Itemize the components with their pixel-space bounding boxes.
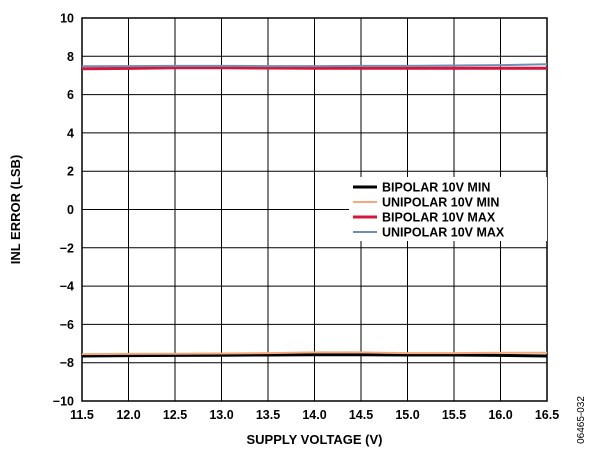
x-tick-labels: 11.5 12.0 12.5 13.0 13.5 14.0 14.5 15.0 15.5 16.0… <box>70 408 559 422</box>
y-tick-label: −6 <box>60 318 74 332</box>
x-tick-label: 16.0 <box>488 408 512 422</box>
x-tick-label: 16.5 <box>535 408 559 422</box>
y-tick-label: 6 <box>67 88 74 102</box>
y-tick-label: 8 <box>67 50 74 64</box>
x-axis-title: SUPPLY VOLTAGE (V) <box>246 432 382 447</box>
y-tick-labels: −10 −8 −6 −4 −2 0 2 4 6 8 10 <box>53 12 74 409</box>
x-tick-label: 15.0 <box>395 408 419 422</box>
y-tick-label: −4 <box>60 280 74 294</box>
x-tick-label: 12.0 <box>116 408 140 422</box>
x-tick-label: 14.5 <box>349 408 373 422</box>
y-tick-label: 0 <box>67 203 74 217</box>
legend-label-3: UNIPOLAR 10V MAX <box>382 226 505 240</box>
y-axis-title: INL ERROR (LSB) <box>8 155 23 265</box>
x-tick-label: 13.5 <box>256 408 280 422</box>
y-tick-label: −10 <box>53 395 74 409</box>
x-tick-label: 13.0 <box>209 408 233 422</box>
x-tick-label: 15.5 <box>442 408 466 422</box>
legend-label-2: BIPOLAR 10V MAX <box>382 211 496 225</box>
y-tick-label: −2 <box>60 241 74 255</box>
y-tick-label: −8 <box>60 356 74 370</box>
x-tick-label: 12.5 <box>163 408 187 422</box>
legend-label-0: BIPOLAR 10V MIN <box>382 181 490 195</box>
legend-label-1: UNIPOLAR 10V MIN <box>382 196 499 210</box>
y-tick-label: 4 <box>67 126 74 140</box>
x-tick-label: 11.5 <box>70 408 94 422</box>
series-line-2 <box>82 68 547 69</box>
series-line-0 <box>82 355 547 356</box>
figure-id: 06465-032 <box>576 396 587 444</box>
x-tick-label: 14.0 <box>302 408 326 422</box>
y-tick-label: 2 <box>67 165 74 179</box>
y-tick-label: 10 <box>60 12 74 26</box>
